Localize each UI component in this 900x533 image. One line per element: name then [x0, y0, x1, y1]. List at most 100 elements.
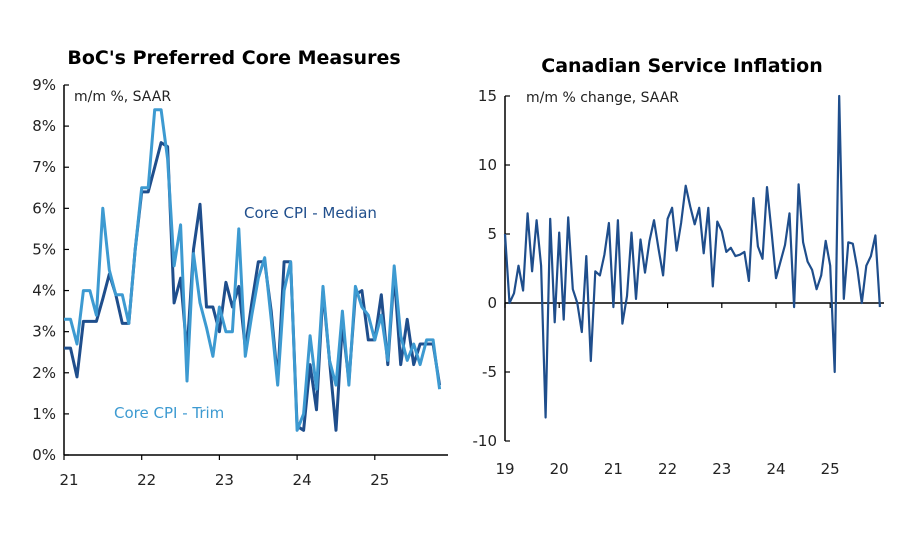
data-point	[231, 330, 234, 333]
data-point	[513, 292, 516, 295]
data-point	[580, 330, 583, 333]
x-tick-label: 21	[604, 460, 623, 478]
data-point	[684, 184, 687, 187]
data-point	[412, 363, 415, 366]
data-point	[860, 302, 863, 305]
data-point	[702, 252, 705, 255]
data-point	[75, 375, 78, 378]
data-point	[121, 322, 124, 325]
data-point	[820, 274, 823, 277]
data-point	[166, 158, 169, 161]
data-point	[69, 318, 72, 321]
data-point	[716, 220, 719, 223]
data-point	[88, 320, 91, 323]
data-point	[571, 288, 574, 291]
data-point	[847, 241, 850, 244]
data-point	[328, 359, 331, 362]
data-point	[88, 289, 91, 292]
legend-label-median: Core CPI - Median	[244, 204, 377, 222]
data-point	[147, 186, 150, 189]
data-point	[386, 359, 389, 362]
data-point	[589, 359, 592, 362]
x-tick-label: 24	[293, 471, 312, 489]
data-point	[63, 318, 66, 321]
data-point	[283, 260, 286, 263]
data-point	[616, 219, 619, 222]
data-point	[347, 384, 350, 387]
data-point	[594, 270, 597, 273]
data-point	[270, 318, 273, 321]
data-point	[693, 223, 696, 226]
data-point	[743, 250, 746, 253]
data-point	[211, 355, 214, 358]
data-point	[734, 255, 737, 258]
data-point	[160, 108, 163, 111]
data-point	[680, 221, 683, 224]
x-tick-label: 23	[215, 471, 234, 489]
data-point	[432, 338, 435, 341]
right-chart: Canadian Service Inflation m/m % change,…	[473, 55, 884, 478]
data-point	[438, 388, 441, 391]
data-point	[82, 320, 85, 323]
data-point	[526, 212, 529, 215]
data-point	[869, 255, 872, 258]
data-point	[153, 166, 156, 169]
data-point	[630, 231, 633, 234]
right-chart-subtitle: m/m % change, SAAR	[526, 90, 679, 106]
data-point	[257, 260, 260, 263]
data-point	[662, 274, 665, 277]
y-tick-label: 0	[487, 294, 497, 312]
data-point	[806, 260, 809, 263]
data-point	[360, 306, 363, 309]
data-point	[802, 241, 805, 244]
data-point	[648, 239, 651, 242]
data-point	[257, 277, 260, 280]
data-point	[689, 205, 692, 208]
y-tick-label: 7%	[32, 158, 56, 176]
data-point	[108, 269, 111, 272]
data-point	[192, 252, 195, 255]
x-tick-label: 19	[495, 460, 514, 478]
data-point	[224, 330, 227, 333]
left-chart-title: BoC's Preferred Core Measures	[67, 47, 400, 69]
x-tick-label: 21	[59, 471, 78, 489]
data-point	[553, 321, 556, 324]
y-tick-label: 3%	[32, 323, 56, 341]
left-chart: BoC's Preferred Core Measures m/m %, SAA…	[32, 47, 448, 489]
data-point	[334, 429, 337, 432]
data-point	[302, 429, 305, 432]
data-point	[738, 253, 741, 256]
x-tick-label: 23	[712, 460, 731, 478]
data-point	[874, 234, 877, 237]
data-point	[315, 408, 318, 411]
data-point	[95, 320, 98, 323]
legend-label-trim: Core CPI - Trim	[114, 404, 224, 422]
data-point	[276, 384, 279, 387]
data-point	[419, 363, 422, 366]
data-point	[725, 250, 728, 253]
data-point	[322, 285, 325, 288]
data-point	[315, 388, 318, 391]
data-point	[824, 239, 827, 242]
data-point	[558, 231, 561, 234]
data-point	[367, 338, 370, 341]
data-point	[95, 314, 98, 317]
y-tick-label: 5	[487, 225, 497, 243]
data-point	[811, 268, 814, 271]
right-chart-title: Canadian Service Inflation	[541, 55, 822, 77]
data-point	[657, 248, 660, 251]
data-point	[173, 264, 176, 267]
series-line	[503, 94, 881, 419]
data-point	[711, 285, 714, 288]
y-tick-label: 9%	[32, 76, 56, 94]
data-point	[585, 255, 588, 258]
x-tick-label: 25	[370, 471, 389, 489]
data-point	[140, 186, 143, 189]
left-chart-subtitle: m/m %, SAAR	[74, 89, 171, 105]
data-point	[63, 347, 66, 350]
data-point	[127, 322, 130, 325]
data-point	[639, 238, 642, 241]
data-point	[675, 249, 678, 252]
data-point	[625, 295, 628, 298]
